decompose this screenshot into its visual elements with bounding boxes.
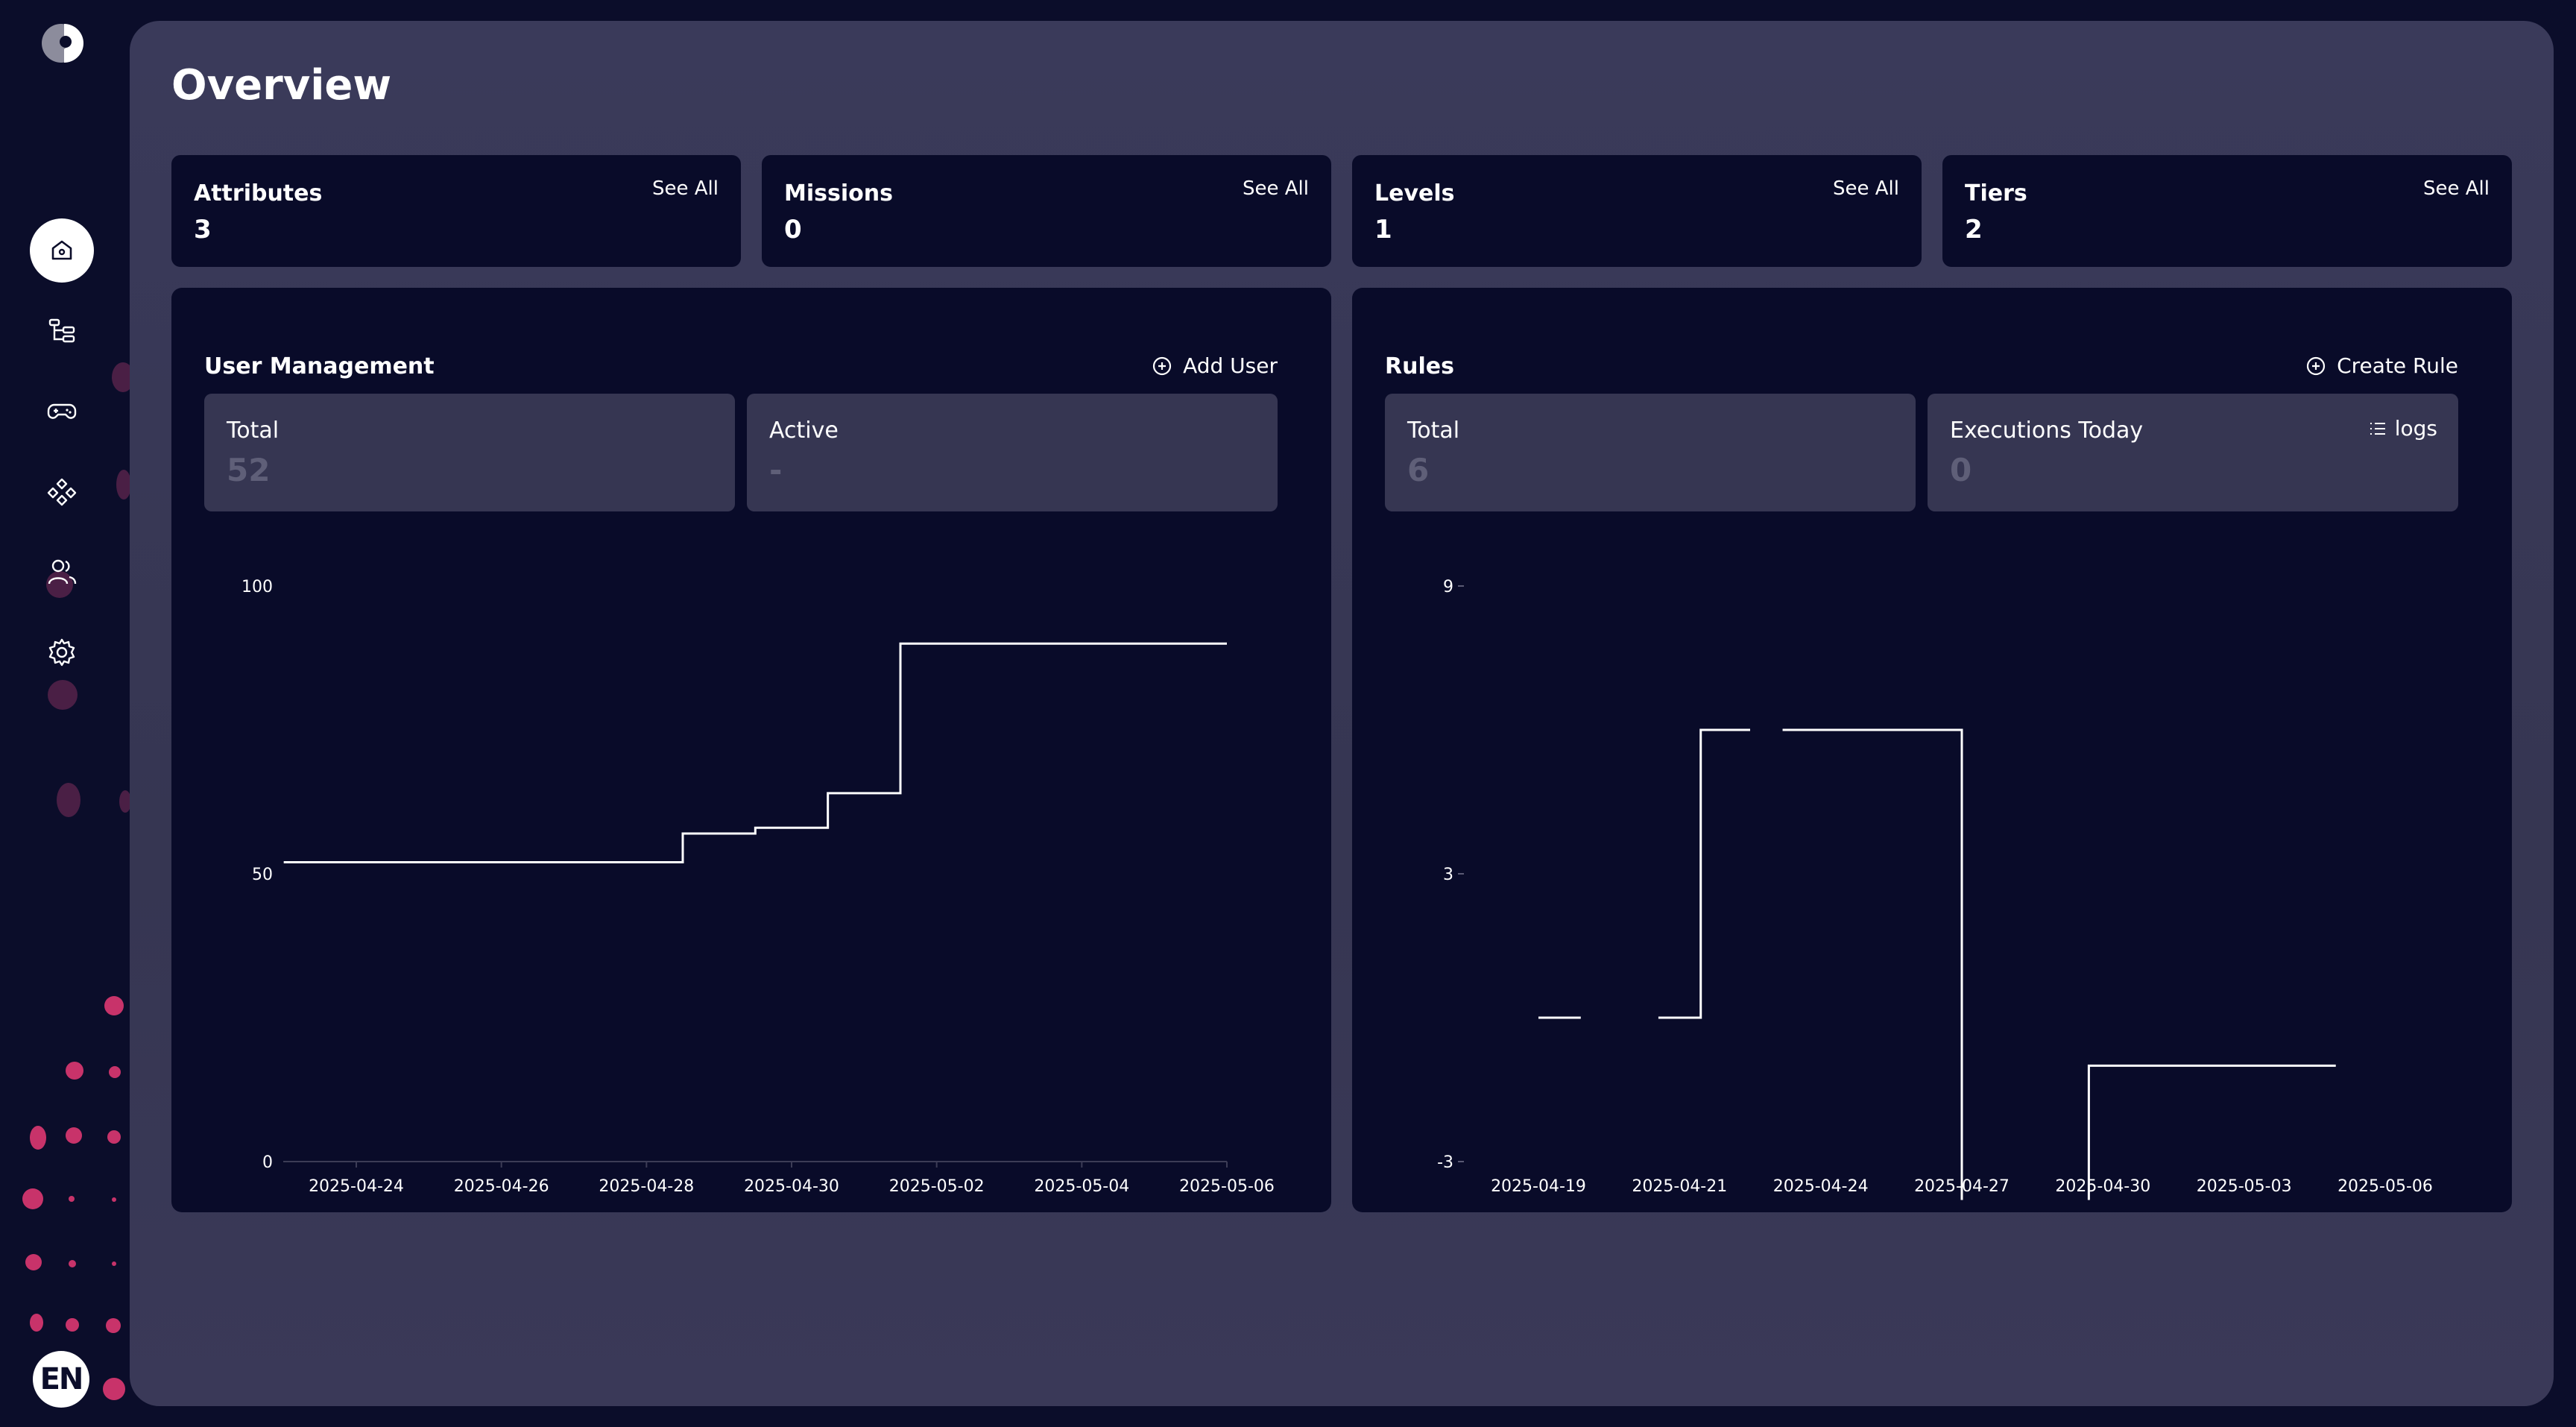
- y-tick-label: -3: [1437, 1153, 1453, 1172]
- main-content: Overview Attributes 3 See All Missions 0…: [130, 21, 2554, 1406]
- metric-total-users: Total 52: [204, 394, 735, 511]
- language-switcher[interactable]: EN: [33, 1351, 89, 1408]
- panel-title: User Management: [204, 353, 435, 379]
- logs-label: logs: [2394, 416, 2437, 441]
- stat-label: Missions: [784, 180, 893, 207]
- see-all-tiers-link[interactable]: See All: [2423, 177, 2490, 200]
- x-tick-label: 2025-04-21: [1632, 1177, 1727, 1196]
- sidebar-item-structure[interactable]: [30, 298, 94, 362]
- x-tick-label: 2025-04-24: [1773, 1177, 1869, 1196]
- rules-series-line: [1658, 728, 1750, 1019]
- y-tick-label: 3: [1443, 866, 1453, 884]
- sidebar: EN: [0, 0, 127, 1427]
- sidebar-item-home[interactable]: [30, 218, 94, 283]
- x-tick-label: 2025-04-26: [454, 1177, 549, 1196]
- components-icon: [47, 478, 77, 506]
- create-rule-label: Create Rule: [2337, 353, 2458, 378]
- stat-value: 0: [784, 215, 802, 245]
- x-tick-label: 2025-04-24: [309, 1177, 404, 1196]
- users-icon: [48, 559, 77, 585]
- sidebar-item-components[interactable]: [30, 459, 94, 523]
- list-icon: [2370, 422, 2385, 435]
- add-user-label: Add User: [1183, 353, 1278, 378]
- users-chart: 0 50 100 2025-04-24 2025-04-26 2025-04-28 2025…: [242, 578, 1275, 1196]
- metric-executions-today: Executions Today 0 logs: [1928, 394, 2458, 511]
- stat-card-tiers: Tiers 2 See All: [1942, 155, 2512, 267]
- see-all-missions-link[interactable]: See All: [1243, 177, 1309, 200]
- see-all-attributes-link[interactable]: See All: [652, 177, 719, 200]
- stat-value: 3: [194, 215, 212, 245]
- stat-card-missions: Missions 0 See All: [762, 155, 1331, 267]
- home-icon: [51, 240, 72, 260]
- logs-link[interactable]: logs: [2368, 416, 2437, 441]
- sidebar-item-games[interactable]: [30, 379, 94, 443]
- create-rule-button[interactable]: Create Rule: [2305, 353, 2458, 378]
- page-title: Overview: [171, 61, 392, 110]
- plus-circle-icon: [1152, 356, 1172, 375]
- x-tick-label: 2025-04-19: [1491, 1177, 1586, 1196]
- x-tick-label: 2025-05-04: [1034, 1177, 1129, 1196]
- x-tick-label: 2025-04-30: [744, 1177, 839, 1196]
- y-tick-label: 100: [242, 578, 273, 596]
- rules-series-line: [1782, 728, 1963, 1200]
- stat-card-levels: Levels 1 See All: [1352, 155, 1922, 267]
- stat-value: 2: [1965, 215, 1983, 245]
- plus-circle-icon: [2307, 356, 2326, 375]
- user-management-panel: User Management Add User Total 52 Active…: [171, 288, 1331, 1212]
- sidebar-item-settings[interactable]: [30, 620, 94, 684]
- metric-active-users: Active -: [747, 394, 1278, 511]
- rules-panel: Rules Create Rule Total 6 Executions Tod…: [1352, 288, 2512, 1212]
- x-tick-label: 2025-04-30: [2055, 1177, 2150, 1196]
- add-user-button[interactable]: Add User: [1152, 353, 1278, 378]
- metric-label: Total: [1407, 418, 1460, 444]
- users-series-line: [283, 642, 1227, 864]
- gear-icon: [48, 638, 75, 667]
- metric-label: Executions Today: [1950, 418, 2144, 444]
- stat-label: Levels: [1374, 180, 1455, 207]
- metric-value: 52: [227, 452, 271, 488]
- rules-series-line: [2087, 1064, 2336, 1200]
- x-tick-label: 2025-05-06: [1179, 1177, 1275, 1196]
- gamepad-icon: [47, 403, 77, 419]
- stat-card-attributes: Attributes 3 See All: [171, 155, 741, 267]
- panel-title: Rules: [1385, 353, 1454, 379]
- stat-value: 1: [1374, 215, 1392, 245]
- metric-value: 0: [1950, 452, 1972, 488]
- stat-label: Attributes: [194, 180, 323, 207]
- rules-chart: -3 3 9 2025-04-19 2025-04-21 2025-04-24 2025-0…: [1437, 578, 2433, 1200]
- see-all-levels-link[interactable]: See All: [1833, 177, 1899, 200]
- x-tick-label: 2025-05-03: [2197, 1177, 2292, 1196]
- x-tick-label: 2025-05-06: [2337, 1177, 2433, 1196]
- tree-structure-icon: [48, 318, 75, 343]
- stat-label: Tiers: [1965, 180, 2027, 207]
- metric-total-rules: Total 6: [1385, 394, 1916, 511]
- y-tick-label: 50: [252, 866, 273, 884]
- sidebar-item-users[interactable]: [30, 540, 94, 604]
- metric-label: Active: [769, 418, 839, 444]
- x-tick-label: 2025-04-28: [599, 1177, 694, 1196]
- metric-value: 6: [1407, 452, 1430, 488]
- metric-label: Total: [227, 418, 280, 444]
- y-tick-label: 0: [262, 1153, 273, 1172]
- metric-value: -: [769, 452, 783, 488]
- x-tick-label: 2025-05-02: [889, 1177, 985, 1196]
- y-tick-label: 9: [1443, 578, 1453, 596]
- app-logo[interactable]: [40, 18, 85, 70]
